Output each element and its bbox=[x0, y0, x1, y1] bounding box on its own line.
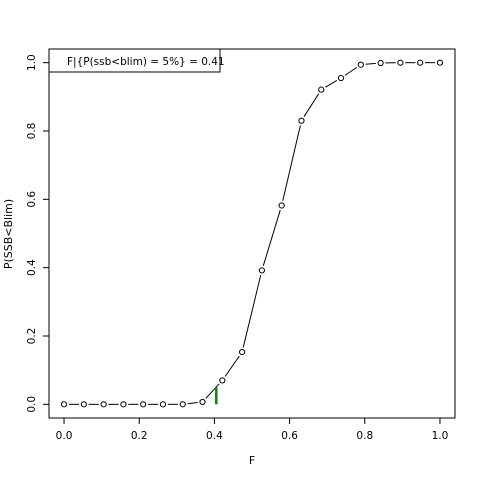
series-segment bbox=[242, 274, 262, 348]
series-segment bbox=[262, 209, 281, 266]
y-tick-label: 0.2 bbox=[26, 328, 38, 345]
data-point bbox=[417, 59, 424, 66]
y-tick-label: 1.0 bbox=[26, 54, 38, 71]
series-segment bbox=[224, 355, 240, 377]
x-axis-label: F bbox=[249, 454, 255, 467]
legend-text: F|{P(ssb<blim) = 5%} = 0.41 bbox=[67, 56, 225, 68]
y-tick-label: 0.0 bbox=[26, 396, 38, 413]
data-point bbox=[397, 59, 404, 66]
plot-frame bbox=[48, 48, 456, 419]
data-point bbox=[100, 401, 107, 408]
data-point bbox=[258, 267, 265, 274]
series-segment bbox=[365, 62, 376, 65]
data-point bbox=[80, 401, 87, 408]
y-axis-label: P(SSB<Blim) bbox=[2, 199, 15, 269]
data-point bbox=[120, 401, 127, 408]
data-point bbox=[239, 348, 246, 356]
y-tick-label: 0.4 bbox=[26, 259, 38, 276]
data-point bbox=[60, 401, 68, 408]
x-tick-label: 0.6 bbox=[281, 430, 298, 442]
series-layer bbox=[60, 59, 444, 408]
series-segment bbox=[344, 66, 358, 76]
legend: F|{P(ssb<blim) = 5%} = 0.41 bbox=[48, 48, 225, 73]
data-point bbox=[278, 202, 285, 209]
legend-box bbox=[48, 48, 221, 73]
data-point bbox=[377, 59, 384, 67]
data-point bbox=[159, 401, 167, 408]
data-point bbox=[357, 61, 364, 68]
series-segment bbox=[187, 402, 198, 405]
data-point bbox=[199, 398, 206, 406]
y-tick-label: 0.8 bbox=[26, 123, 38, 140]
x-tick-label: 1.0 bbox=[432, 430, 449, 442]
x-tick-label: 0.2 bbox=[131, 430, 148, 442]
x-tick-label: 0.0 bbox=[56, 430, 73, 442]
data-point bbox=[219, 377, 226, 384]
series-segment bbox=[282, 125, 301, 201]
series-segment bbox=[205, 383, 220, 399]
y-tick-label: 0.6 bbox=[26, 191, 38, 208]
data-point bbox=[140, 401, 147, 408]
data-point bbox=[298, 117, 305, 124]
ticks-layer: 0.0 0.2 0.4 0.6 0.8 1.0 0.0 0.2 0.4 0.6 0.8 1.0 bbox=[26, 54, 448, 442]
data-point bbox=[337, 74, 345, 82]
data-point bbox=[179, 401, 186, 408]
data-point bbox=[318, 86, 325, 93]
series-segment bbox=[303, 93, 320, 117]
x-tick-label: 0.4 bbox=[206, 430, 223, 442]
x-tick-label: 0.8 bbox=[356, 430, 373, 442]
data-point bbox=[436, 59, 444, 66]
series-segment bbox=[325, 80, 338, 88]
